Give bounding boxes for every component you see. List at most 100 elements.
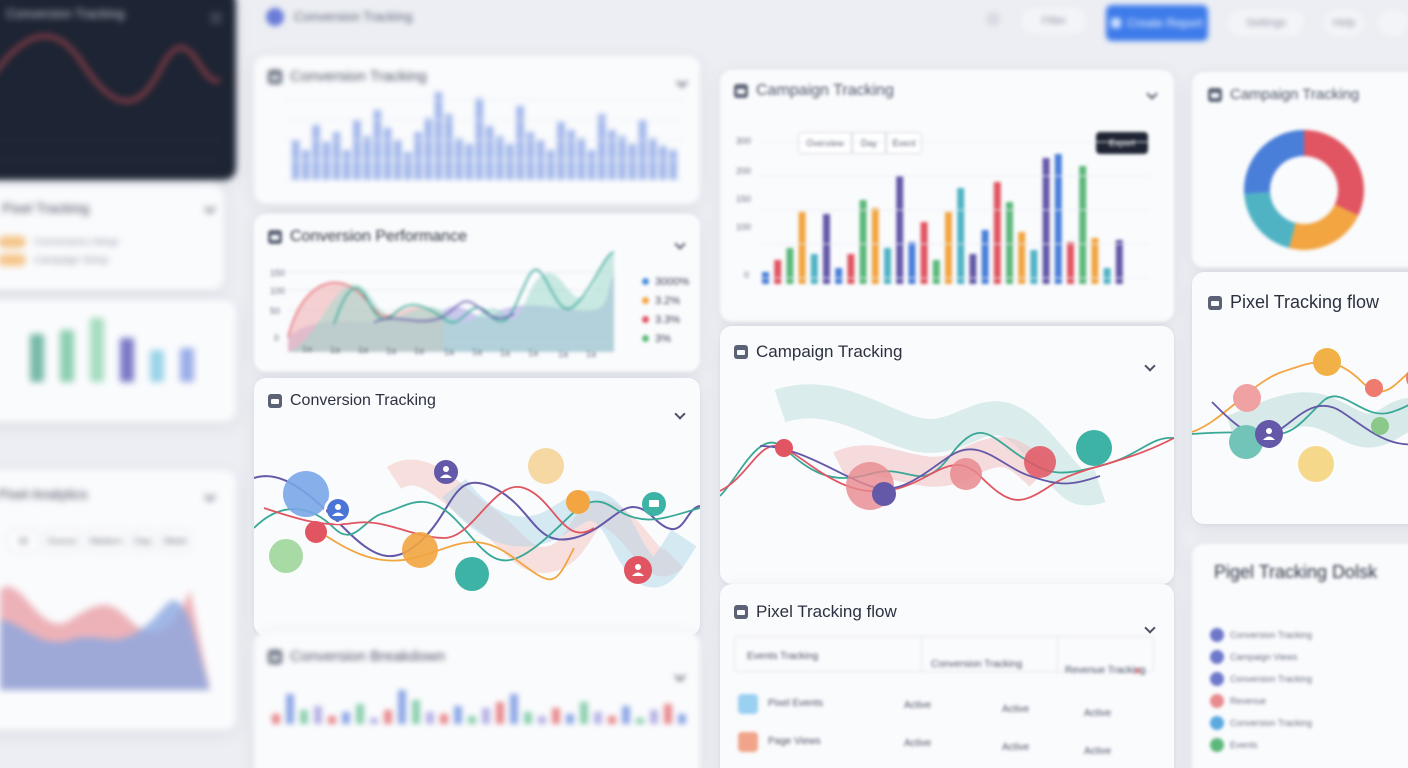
tab-overview[interactable]: Overview [798, 132, 852, 154]
card-title: Pixel Tracking flow [734, 602, 897, 622]
close-icon[interactable] [210, 12, 222, 24]
create-report-button[interactable]: Create Report [1106, 5, 1208, 41]
y-tick: 0 [744, 270, 749, 280]
table-row[interactable]: Page Views Active Active Active [734, 722, 1154, 757]
node [402, 532, 438, 568]
pixel-flow-table-card: Pixel Tracking flow Events Tracking Conv… [720, 584, 1174, 768]
campaign-bars-card: Campaign Tracking Overview Day Event Exp… [720, 70, 1174, 322]
filter-all[interactable]: All [8, 530, 38, 552]
filter-medium[interactable]: Medium [86, 530, 126, 552]
list-item[interactable]: Conversion Tracking [1210, 668, 1312, 690]
donut-slice [1304, 130, 1364, 216]
bar [587, 150, 596, 180]
list-item[interactable]: Campaign Views [1210, 646, 1312, 668]
bar [871, 208, 879, 284]
bar [598, 114, 606, 180]
y-tick: 150 [736, 194, 751, 204]
tab-event[interactable]: Event [886, 132, 922, 154]
bar [454, 706, 462, 724]
more-pill[interactable] [1378, 10, 1408, 36]
chevron-down-icon[interactable] [204, 202, 216, 214]
bar [485, 126, 494, 180]
bar [1006, 202, 1013, 284]
filter-source[interactable]: Source [44, 530, 80, 552]
column-header[interactable]: Revenue Tracking [1065, 665, 1146, 676]
legend-dot [642, 316, 649, 323]
donut-slice [1244, 192, 1296, 249]
bar [908, 242, 916, 284]
bar [440, 714, 448, 724]
bar [638, 120, 647, 180]
bar [628, 144, 637, 180]
notification-icon[interactable] [986, 12, 1000, 26]
bar [552, 708, 560, 724]
flow-left-chart [254, 448, 700, 591]
line-red [287, 281, 395, 338]
bar [302, 150, 310, 180]
list-item[interactable]: Events [1210, 734, 1312, 756]
x-tick: 1a [444, 347, 454, 357]
card-title: Campaign Tracking [734, 342, 902, 362]
y-tick: 50 [270, 306, 280, 316]
performance-card: Conversion Performance 150 100 50 0 1a 1… [254, 214, 700, 372]
top-bars-card: Conversion Tracking [254, 56, 700, 204]
bar [847, 254, 855, 284]
status-badge [0, 254, 26, 266]
status-badge [0, 236, 26, 248]
divider [921, 637, 922, 673]
bar [286, 694, 294, 724]
chevron-down-icon[interactable] [1144, 622, 1156, 634]
bar [835, 268, 843, 284]
node [1229, 425, 1263, 459]
row-icon [738, 732, 758, 752]
x-tick: 1a [302, 344, 312, 354]
bar [328, 716, 336, 724]
list-item[interactable]: Revenue [1210, 690, 1312, 712]
list-item[interactable]: Campaign Setup [0, 254, 109, 266]
card-title: Pixel Tracking flow [1208, 292, 1379, 313]
list-item[interactable]: Conversion Tracking [1210, 624, 1312, 646]
node [1365, 379, 1383, 397]
bar [618, 136, 626, 180]
filter-row: All Source Medium Day Week [8, 530, 190, 552]
legend-item: 3000% [642, 272, 689, 291]
table-row[interactable]: Pixel Events Active Active Active [734, 684, 1154, 719]
list-item[interactable]: Conversion Tracking [1210, 712, 1312, 734]
bar [468, 716, 476, 724]
bar [1030, 250, 1038, 284]
settings-pill[interactable]: Settings [1228, 10, 1304, 36]
x-tick: 1a [330, 345, 340, 355]
tab-day[interactable]: Day [852, 132, 886, 154]
left-bars-chart [30, 318, 194, 382]
chart-icon [268, 649, 282, 664]
bar [272, 714, 280, 724]
y-tick: 200 [736, 166, 751, 176]
left-area-chart [0, 586, 210, 690]
export-button[interactable]: Export [1096, 132, 1148, 154]
card-title: Conversion Breakdown [268, 648, 445, 665]
area-teal [288, 252, 614, 352]
legend-dot [642, 297, 649, 304]
pixel-block-card: Pigel Tracking Dolsk Conversion Tracking… [1192, 544, 1408, 768]
close-icon[interactable]: ✕ [1133, 666, 1143, 678]
column-header[interactable]: Events Tracking [747, 651, 819, 662]
help-pill[interactable]: Help [1324, 10, 1364, 36]
filter-day[interactable]: Day [132, 530, 154, 552]
bar [398, 690, 406, 724]
list-dot [1210, 694, 1224, 708]
bar [445, 114, 453, 180]
bar [577, 138, 586, 180]
bar [506, 144, 514, 180]
column-header[interactable]: Conversion Tracking [931, 659, 1023, 670]
bar [370, 718, 378, 724]
left-dark-wave [0, 34, 221, 161]
bar [993, 182, 1001, 284]
filter-week[interactable]: Week [160, 530, 190, 552]
filter-pill[interactable]: Filter [1022, 8, 1086, 34]
bar [823, 214, 830, 284]
bar [538, 716, 546, 724]
node [455, 557, 489, 591]
bar [608, 716, 616, 724]
list-item[interactable]: Conversions Setup [0, 236, 119, 248]
pixel-flow-right-card: Pixel Tracking flow [1192, 272, 1408, 524]
